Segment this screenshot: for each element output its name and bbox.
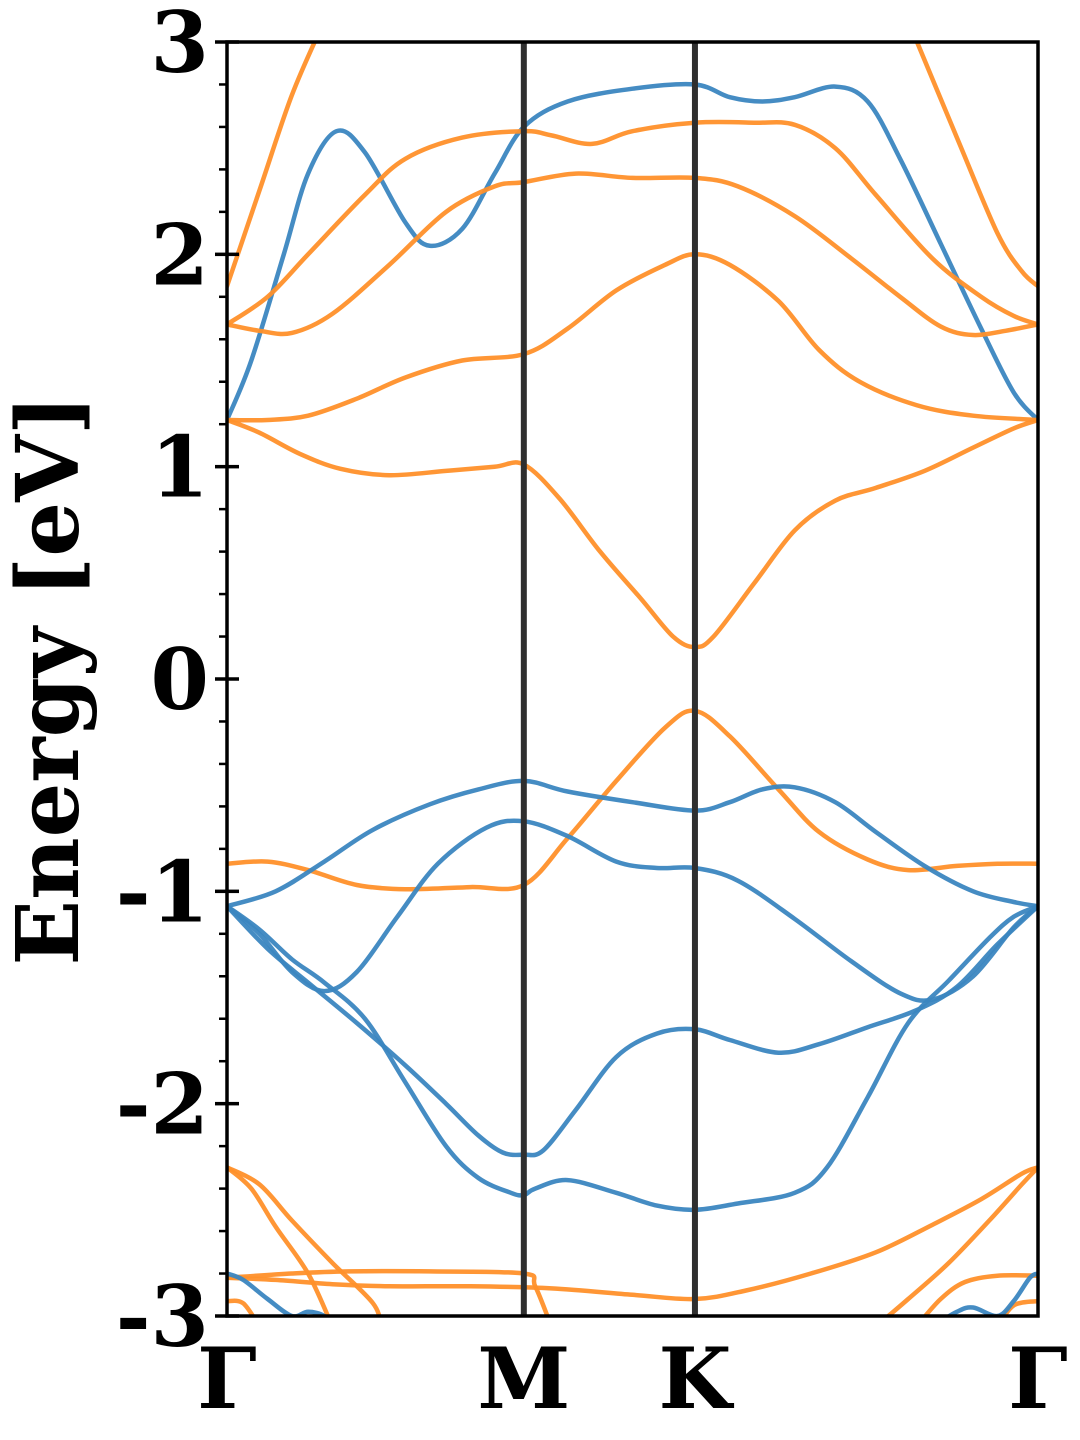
plot-frame <box>225 40 1040 1318</box>
y-tick-labels: 3 2 1 0 -1 -2 -3 <box>116 0 209 1366</box>
y-tick-label-1: 1 <box>151 418 209 517</box>
band-line-orange-19 <box>922 1272 1038 1316</box>
band-line-blue-21 <box>227 1271 328 1316</box>
band-line-orange-7 <box>227 417 1038 650</box>
band-line-orange-3 <box>914 42 1038 289</box>
band-line-blue-1 <box>227 81 1038 423</box>
band-line-blue-12 <box>227 903 1038 1213</box>
band-line-blue-10 <box>227 818 1038 1003</box>
symmetry-point-dividers <box>520 42 698 1316</box>
band-lines <box>227 42 1038 1316</box>
band-line-orange-13 <box>227 1165 382 1316</box>
y-tick-label-3: 3 <box>151 0 209 92</box>
y-tick-label--3: -3 <box>116 1267 209 1366</box>
band-line-orange-20 <box>1001 1298 1038 1316</box>
y-tick-label-0: 0 <box>151 630 209 729</box>
x-tick-label-1: Γ <box>197 1329 257 1428</box>
y-tick-label--2: -2 <box>116 1055 209 1154</box>
band-line-blue-22 <box>944 1271 1038 1316</box>
band-line-orange-14 <box>227 1165 331 1316</box>
y-tick-label-2: 2 <box>151 205 209 304</box>
band-line-orange-4 <box>227 119 1038 327</box>
x-tick-label-2: M <box>477 1329 570 1428</box>
band-line-orange-16 <box>227 1165 1038 1302</box>
y-tick-label--1: -1 <box>116 842 209 941</box>
band-line-blue-9 <box>227 778 1038 909</box>
band-line-orange-5 <box>227 171 1038 338</box>
x-tick-label-4: Γ <box>1008 1329 1068 1428</box>
y-major-ticks <box>215 40 239 1318</box>
x-tick-label-3: K <box>658 1329 734 1428</box>
band-line-orange-6 <box>227 252 1038 423</box>
band-line-orange-18 <box>884 1165 1038 1316</box>
y-axis-title: Energy [eV] <box>0 395 99 966</box>
band-line-orange-2 <box>227 42 318 289</box>
band-line-blue-11 <box>227 903 1038 1158</box>
band-line-orange-8 <box>227 708 1038 892</box>
band-line-orange-17 <box>227 1298 256 1316</box>
